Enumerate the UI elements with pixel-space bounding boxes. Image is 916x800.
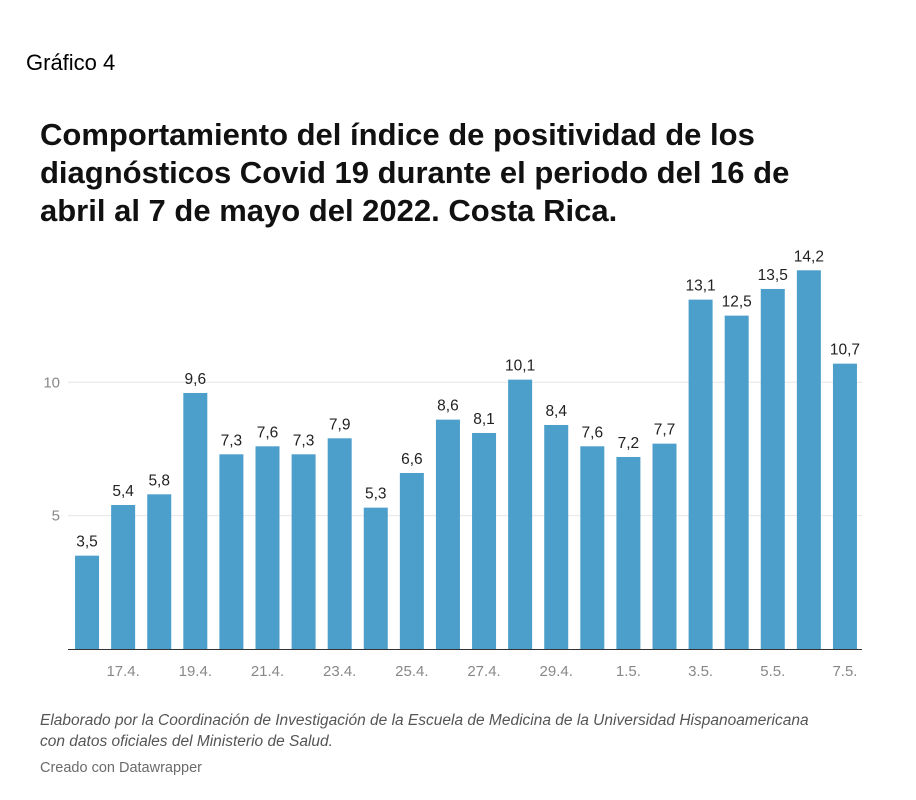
bar <box>219 454 244 649</box>
bar-value-label: 7,9 <box>329 416 351 433</box>
bar <box>580 446 605 649</box>
bar-value-label: 7,3 <box>221 432 243 449</box>
bar-value-label: 6,6 <box>401 451 423 468</box>
byline: Creado con Datawrapper <box>40 760 203 776</box>
bar-value-label: 5,8 <box>148 472 170 489</box>
bar-value-label: 12,5 <box>722 294 752 311</box>
x-tick-label: 3.5. <box>688 663 713 680</box>
bar-value-label: 10,1 <box>505 358 535 375</box>
x-tick-label: 17.4. <box>106 663 139 680</box>
x-tick-label: 29.4. <box>540 663 573 680</box>
bar-value-label: 13,5 <box>758 267 788 284</box>
bar <box>147 494 172 649</box>
bar-value-label: 5,3 <box>365 486 387 503</box>
bar <box>652 443 677 649</box>
y-axis-ticks: 5 10 <box>43 374 60 524</box>
bar <box>111 504 136 649</box>
bar-value-label: 13,1 <box>686 278 716 295</box>
bar-value-label: 7,6 <box>582 424 604 441</box>
bar <box>508 379 533 649</box>
bar <box>760 288 785 649</box>
x-tick-label: 5.5. <box>760 663 785 680</box>
x-axis-ticks: 17.4. 19.4. 21.4. 23.4. 25.4. 27.4. 29.4. 1.5. 3… <box>106 663 857 680</box>
x-tick-label: 1.5. <box>616 663 641 680</box>
bar-value-label: 7,6 <box>257 424 279 441</box>
bar-value-label: 7,3 <box>293 432 315 449</box>
x-tick-label: 25.4. <box>395 663 428 680</box>
bar <box>363 507 388 649</box>
value-labels: 3,5 5,4 5,8 9,6 7,3 7,6 7,3 7,9 5,3 6,6 8,6 8,1 10,1… <box>76 248 860 550</box>
bar <box>544 424 569 649</box>
bar <box>75 555 100 649</box>
bars <box>75 270 857 649</box>
y-tick-label: 5 <box>52 508 60 525</box>
bar-value-label: 3,5 <box>76 534 98 551</box>
bar <box>291 454 316 649</box>
bar-value-label: 5,4 <box>112 483 134 500</box>
x-tick-label: 7.5. <box>832 663 857 680</box>
bar <box>255 446 280 649</box>
bar <box>327 438 352 649</box>
x-tick-label: 21.4. <box>251 663 284 680</box>
bar <box>435 419 460 649</box>
bar-value-label: 14,2 <box>794 248 824 265</box>
bar <box>724 315 749 649</box>
bar-value-label: 8,1 <box>473 411 495 428</box>
bar-value-label: 8,6 <box>437 398 459 415</box>
x-tick-label: 27.4. <box>467 663 500 680</box>
bar-value-label: 10,7 <box>830 342 860 359</box>
x-tick-label: 23.4. <box>323 663 356 680</box>
chart-title: Comportamiento del índice de positividad… <box>40 117 790 228</box>
bar <box>832 363 857 649</box>
chart-label: Gráfico 4 <box>26 50 116 75</box>
bar-value-label: 7,2 <box>618 435 640 452</box>
y-tick-label: 10 <box>43 374 60 391</box>
bar <box>399 472 424 649</box>
bar <box>472 432 497 649</box>
source-notes: Elaborado por la Coordinación de Investi… <box>40 712 809 750</box>
bar-value-label: 8,4 <box>545 403 567 420</box>
bar <box>183 392 208 649</box>
x-tick-label: 19.4. <box>179 663 212 680</box>
bar-value-label: 7,7 <box>654 422 676 439</box>
bar <box>616 456 641 649</box>
bar <box>796 270 821 649</box>
bar-value-label: 9,6 <box>185 371 207 388</box>
bar-chart: 5 10 3,5 5,4 5,8 9,6 7,3 7,6 7,3 7,9 5,3 6,6 8,6 8,1… <box>43 248 862 680</box>
bar <box>688 299 713 649</box>
